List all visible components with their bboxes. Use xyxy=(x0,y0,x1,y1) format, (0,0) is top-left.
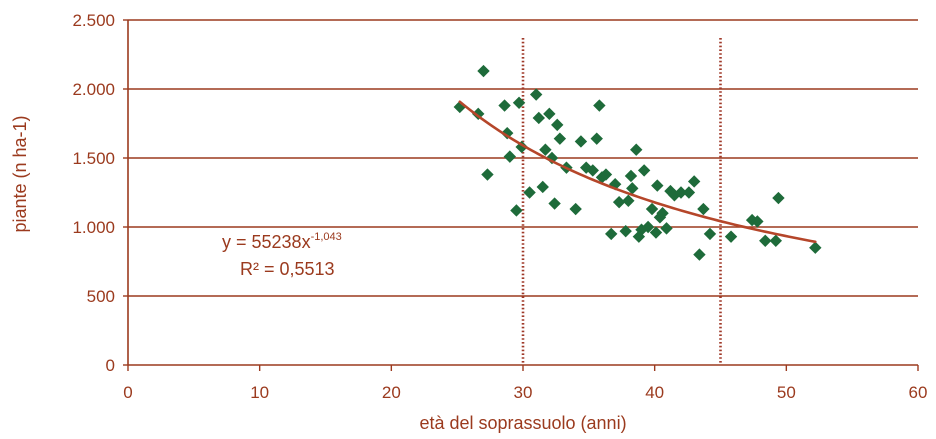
data-point-56 xyxy=(745,213,759,227)
data-point-12 xyxy=(532,111,545,125)
data-point-22 xyxy=(574,135,588,148)
data-point-11 xyxy=(529,88,543,101)
data-point-39 xyxy=(637,164,651,177)
data-point-3 xyxy=(481,168,494,181)
data-point-41 xyxy=(645,202,659,216)
x-tick-label-6: 60 xyxy=(909,383,928,402)
data-point-32 xyxy=(619,224,632,238)
data-point-60 xyxy=(772,191,785,205)
x-tick-label-3: 30 xyxy=(514,383,533,402)
data-point-23 xyxy=(580,161,593,174)
data-point-42 xyxy=(649,226,663,239)
data-point-54 xyxy=(703,227,717,241)
x-tick-label-1: 10 xyxy=(250,383,269,402)
y-axis-title: piante (n ha-1) xyxy=(10,115,30,232)
data-point-31 xyxy=(612,195,626,209)
trendline-layer xyxy=(458,100,817,244)
data-point-51 xyxy=(687,175,701,188)
y-tick-label-2: 1.000 xyxy=(72,218,115,237)
data-point-58 xyxy=(759,234,772,247)
data-point-2 xyxy=(477,64,490,78)
data-point-53 xyxy=(697,202,710,216)
data-point-61 xyxy=(809,241,822,254)
data-point-34 xyxy=(624,169,638,183)
data-point-5 xyxy=(501,126,514,140)
y-tick-label-1: 500 xyxy=(87,287,115,306)
data-point-29 xyxy=(605,227,618,241)
x-tick-label-2: 20 xyxy=(382,383,401,402)
grid-lines xyxy=(128,19,918,297)
data-points xyxy=(453,64,822,261)
data-point-45 xyxy=(656,207,669,220)
data-point-49 xyxy=(674,186,688,199)
data-point-55 xyxy=(724,230,738,243)
x-tick-label-0: 0 xyxy=(123,383,132,402)
power-trendline xyxy=(458,100,817,244)
y-tick-label-3: 1.500 xyxy=(72,149,115,168)
y-tick-label-5: 2.500 xyxy=(72,11,115,30)
data-point-8 xyxy=(512,96,526,109)
x-tick-labels: 0 10 20 30 40 50 60 xyxy=(123,383,927,402)
data-point-46 xyxy=(660,222,673,235)
data-point-33 xyxy=(622,194,635,207)
data-point-19 xyxy=(553,132,567,145)
y-tick-label-0: 0 xyxy=(106,356,115,375)
data-point-4 xyxy=(498,99,511,112)
data-point-52 xyxy=(693,248,706,261)
data-point-57 xyxy=(751,215,764,228)
x-tick-label-4: 40 xyxy=(645,383,664,402)
data-point-28 xyxy=(599,168,613,181)
data-point-7 xyxy=(510,204,523,217)
data-point-24 xyxy=(586,164,599,177)
data-point-25 xyxy=(590,132,603,145)
axes xyxy=(123,19,919,371)
data-point-36 xyxy=(630,143,643,156)
data-point-50 xyxy=(682,186,696,199)
data-point-6 xyxy=(503,150,517,163)
data-point-37 xyxy=(632,230,646,243)
data-point-35 xyxy=(626,182,639,195)
data-point-43 xyxy=(651,179,664,192)
reference-lines xyxy=(521,38,722,365)
data-point-0 xyxy=(453,100,466,114)
y-tick-labels: 0 500 1.000 1.500 2.000 2.500 xyxy=(72,11,115,375)
r-squared-label: R² = 0,5513 xyxy=(240,259,335,279)
data-point-13 xyxy=(536,180,549,194)
data-point-17 xyxy=(548,197,561,210)
data-point-40 xyxy=(641,220,655,234)
x-tick-label-5: 50 xyxy=(777,383,796,402)
trendline-equation: y = 55238x-1,043 xyxy=(222,231,342,252)
x-axis-title: età del soprassuolo (anni) xyxy=(419,413,626,433)
data-point-14 xyxy=(539,143,552,156)
data-point-10 xyxy=(523,186,536,199)
data-point-59 xyxy=(769,234,782,247)
data-point-26 xyxy=(593,99,606,112)
data-point-18 xyxy=(551,118,564,132)
data-point-16 xyxy=(545,151,559,165)
y-tick-label-4: 2.000 xyxy=(72,80,115,99)
data-point-15 xyxy=(543,107,556,121)
data-point-21 xyxy=(569,202,582,216)
data-point-30 xyxy=(608,178,622,191)
